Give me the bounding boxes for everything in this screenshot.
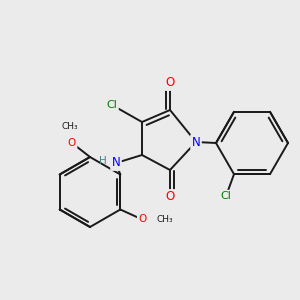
- Text: Cl: Cl: [106, 100, 117, 110]
- Text: Cl: Cl: [220, 191, 231, 201]
- Text: H: H: [99, 156, 107, 166]
- Text: O: O: [165, 76, 175, 89]
- Text: O: O: [68, 138, 76, 148]
- Text: O: O: [165, 190, 175, 203]
- Text: CH₃: CH₃: [156, 215, 173, 224]
- Text: CH₃: CH₃: [62, 122, 78, 131]
- Text: O: O: [138, 214, 146, 224]
- Text: N: N: [112, 157, 120, 169]
- Text: N: N: [192, 136, 200, 148]
